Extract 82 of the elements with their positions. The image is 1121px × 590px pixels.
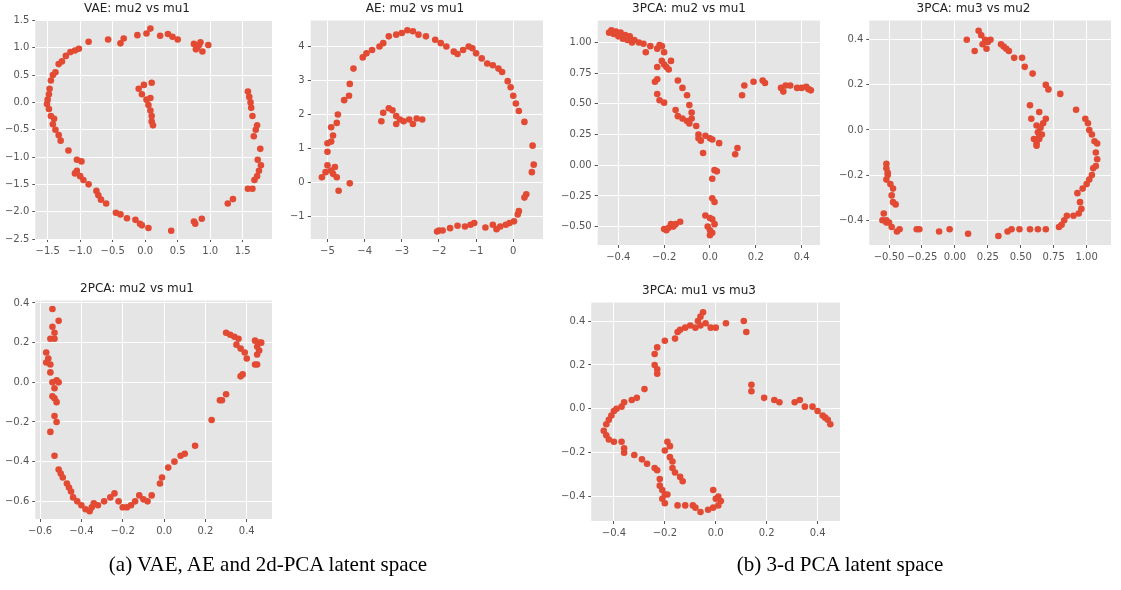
y-tick-label: 1.5 bbox=[13, 13, 30, 25]
x-tick-label: −0.5 bbox=[100, 244, 125, 256]
y-tick-label: −0.4 bbox=[560, 490, 586, 502]
chart-title: 3PCA: mu2 vs mu1 bbox=[632, 1, 746, 16]
x-tick-label: −0.25 bbox=[906, 250, 938, 262]
x-tick-label: 0.0 bbox=[156, 524, 173, 536]
x-tick-label: 0.25 bbox=[976, 250, 999, 262]
y-tick-label: −0.50 bbox=[560, 220, 592, 232]
x-tick-label: 0.4 bbox=[793, 250, 810, 262]
y-tick-label: −1.5 bbox=[4, 177, 30, 189]
x-tick-label: 0 bbox=[510, 244, 517, 256]
x-tick-label: −0.6 bbox=[27, 524, 53, 536]
y-tick-label: −2.5 bbox=[4, 232, 30, 244]
x-tick-label: 0.75 bbox=[1042, 250, 1065, 262]
chart-title: AE: mu2 vs mu1 bbox=[365, 1, 465, 16]
y-tick-label: 0.4 bbox=[13, 296, 30, 308]
y-tick-label: −0.5 bbox=[4, 123, 30, 135]
x-tick-label: 0.2 bbox=[747, 250, 764, 262]
y-tick-label: 0 bbox=[298, 175, 305, 187]
x-tick-label: 0.2 bbox=[758, 526, 775, 538]
y-tick-label: 1 bbox=[298, 141, 305, 153]
x-tick-label: 0.4 bbox=[809, 526, 826, 538]
x-tick-label: −0.2 bbox=[652, 526, 677, 538]
x-tick-label: 1.00 bbox=[1075, 250, 1098, 262]
x-tick-label: −0.4 bbox=[69, 524, 94, 536]
y-tick-label: 4 bbox=[298, 40, 305, 52]
chart-title: 3PCA: mu1 vs mu3 bbox=[642, 283, 756, 298]
chart-title: 3PCA: mu3 vs mu2 bbox=[916, 1, 1031, 16]
text: (b) 3-d PCA latent space bbox=[735, 552, 945, 577]
y-tick-label: −1.0 bbox=[4, 150, 30, 162]
x-tick-label: 0.2 bbox=[197, 524, 214, 536]
x-tick-label: 1.0 bbox=[202, 244, 219, 256]
y-tick-label: −0.2 bbox=[4, 415, 30, 427]
x-tick-label: 0.50 bbox=[1009, 250, 1032, 262]
y-tick-label: 0.25 bbox=[569, 128, 592, 140]
y-tick-label: 0.0 bbox=[13, 375, 30, 387]
chart-title: 2PCA: mu2 vs mu1 bbox=[80, 281, 194, 296]
y-tick-label: 0.2 bbox=[569, 358, 586, 370]
x-tick-label: 0.5 bbox=[169, 244, 186, 256]
y-tick-label: −0.2 bbox=[560, 446, 586, 458]
y-tick-label: −0.6 bbox=[4, 494, 30, 506]
y-tick-label: 0.2 bbox=[13, 336, 30, 348]
text: (a) VAE, AE and 2d-PCA latent space bbox=[107, 552, 429, 577]
x-tick-label: −2 bbox=[431, 244, 447, 256]
y-tick-label: 0.0 bbox=[847, 123, 864, 135]
y-tick-label: 0.4 bbox=[847, 33, 864, 45]
y-tick-label: 0.00 bbox=[569, 158, 592, 170]
y-tick-label: −2.0 bbox=[4, 205, 30, 217]
y-tick-label: 0.50 bbox=[569, 97, 592, 109]
x-tick-label: 1.5 bbox=[234, 244, 251, 256]
y-tick-label: 1.00 bbox=[569, 36, 592, 48]
x-tick-label: −0.4 bbox=[601, 526, 627, 538]
y-tick-label: −1 bbox=[289, 209, 305, 221]
y-tick-label: 0.0 bbox=[569, 402, 586, 414]
x-tick-label: 0.0 bbox=[137, 244, 154, 256]
x-tick-label: −1.0 bbox=[68, 244, 93, 256]
y-tick-label: 0.0 bbox=[13, 95, 30, 107]
y-tick-label: 0.4 bbox=[569, 314, 586, 326]
y-tick-label: 3 bbox=[298, 74, 305, 86]
x-tick-label: −3 bbox=[394, 244, 410, 256]
y-tick-label: −0.25 bbox=[560, 189, 592, 201]
y-tick-label: 0.2 bbox=[847, 78, 864, 90]
y-tick-label: 1.0 bbox=[13, 41, 30, 53]
x-tick-label: −0.4 bbox=[606, 250, 631, 262]
x-tick-label: 0.00 bbox=[943, 250, 967, 262]
x-tick-label: 0.0 bbox=[707, 526, 724, 538]
y-tick-label: 0.5 bbox=[13, 68, 30, 80]
x-tick-label: −5 bbox=[320, 244, 335, 256]
y-tick-label: 0.75 bbox=[569, 66, 592, 78]
y-tick-label: −0.2 bbox=[838, 168, 864, 180]
x-tick-label: 0.0 bbox=[702, 250, 718, 262]
x-tick-label: −0.2 bbox=[110, 524, 135, 536]
chart-title: VAE: mu2 vs mu1 bbox=[84, 1, 190, 16]
x-tick-label: −1 bbox=[468, 244, 484, 256]
y-tick-label: 2 bbox=[298, 108, 305, 120]
x-tick-label: −1.5 bbox=[35, 244, 60, 256]
x-tick-label: −4 bbox=[357, 244, 372, 256]
y-tick-label: −0.4 bbox=[4, 455, 30, 467]
x-tick-label: −0.50 bbox=[873, 250, 905, 262]
x-tick-label: 0.4 bbox=[238, 524, 255, 536]
y-tick-label: −0.4 bbox=[838, 213, 864, 225]
x-tick-label: −0.2 bbox=[651, 250, 677, 262]
